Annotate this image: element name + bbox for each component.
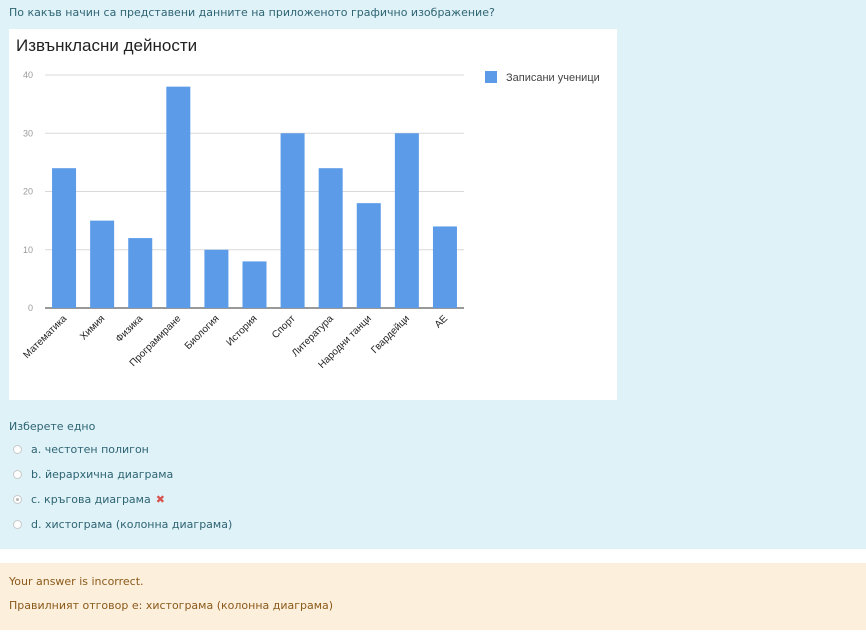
- option-a[interactable]: a. честотен полигон: [13, 440, 313, 458]
- bar-9: [356, 203, 381, 308]
- option-d-label[interactable]: d. хистограма (колонна диаграма): [31, 518, 232, 531]
- x-tick-label: Математика: [22, 313, 70, 361]
- select-one-prompt: Изберете едно: [9, 420, 96, 433]
- bar-10: [394, 133, 419, 308]
- option-b[interactable]: b. йерархична диаграма: [13, 465, 313, 483]
- bar-8: [318, 168, 343, 308]
- option-a-label[interactable]: a. честотен полигон: [31, 443, 149, 456]
- incorrect-status: Your answer is incorrect.: [9, 575, 144, 588]
- chart-image: Извънкласни дейности 0 10 20 30 40 Математика Х…: [9, 29, 617, 400]
- option-a-letter: a.: [31, 442, 42, 456]
- y-tick-label: 40: [23, 70, 33, 80]
- x-tick-label: История: [224, 313, 259, 348]
- option-d-text: хистограма (колонна диаграма): [44, 517, 233, 531]
- x-tick-label: АЕ: [433, 313, 450, 330]
- option-d[interactable]: d. хистограма (колонна диаграма): [13, 515, 313, 533]
- y-tick-label: 10: [23, 245, 33, 255]
- bar-6: [242, 261, 267, 308]
- x-tick-label: Гвардейци: [369, 313, 412, 356]
- y-tick-label: 30: [23, 128, 33, 138]
- option-a-radio[interactable]: [13, 444, 22, 454]
- bar-2: [90, 220, 115, 308]
- correct-answer: Правилният отговор е: хистограма (колонн…: [9, 599, 334, 612]
- option-a-text: честотен полигон: [44, 442, 149, 456]
- x-tick-label: Физика: [114, 313, 146, 345]
- option-c[interactable]: c. кръгова диаграма ✖: [13, 490, 313, 508]
- y-tick-label: 20: [23, 187, 33, 197]
- feedback-panel: Your answer is incorrect. Правилният отг…: [0, 563, 866, 630]
- option-b-radio[interactable]: [13, 469, 22, 479]
- bar-3: [128, 238, 153, 308]
- bar-11: [432, 226, 457, 308]
- legend-swatch: [485, 71, 497, 83]
- bar-chart: Извънкласни дейности 0 10 20 30 40 Математика Х…: [16, 36, 600, 371]
- option-b-label[interactable]: b. йерархична диаграма: [31, 468, 173, 481]
- x-tick-label: Химия: [78, 313, 107, 342]
- x-tick-label: Биология: [183, 313, 222, 352]
- option-c-label[interactable]: c. кръгова диаграма: [31, 493, 151, 506]
- bar-5: [204, 249, 229, 308]
- option-c-radio[interactable]: [13, 494, 22, 504]
- y-tick-label: 0: [28, 303, 33, 313]
- bar-4: [166, 86, 191, 309]
- option-b-text: йерархична диаграма: [44, 467, 174, 481]
- question-panel: По какъв начин са представени данните на…: [0, 0, 866, 549]
- option-c-text: кръгова диаграма: [44, 492, 151, 506]
- option-d-radio[interactable]: [13, 519, 22, 529]
- bar-1: [52, 168, 77, 308]
- legend-label: Записани ученици: [506, 72, 600, 84]
- option-b-letter: b.: [31, 467, 42, 481]
- x-tick-label: Спорт: [270, 313, 298, 341]
- question-text: По какъв начин са представени данните на…: [9, 6, 495, 19]
- option-d-letter: d.: [31, 517, 42, 531]
- bar-7: [280, 133, 305, 308]
- chart-title: Извънкласни дейности: [16, 36, 197, 55]
- option-c-letter: c.: [31, 492, 41, 506]
- cross-icon: ✖: [155, 492, 165, 506]
